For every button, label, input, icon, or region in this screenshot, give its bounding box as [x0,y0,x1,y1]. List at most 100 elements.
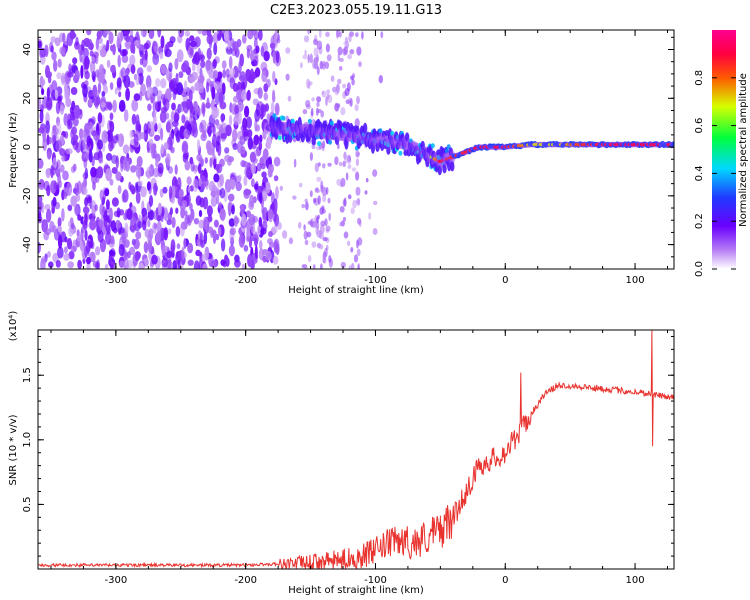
noise-blob [77,259,82,269]
noise-blob [68,63,72,73]
noise-blob [241,89,247,101]
noise-blob [267,208,274,220]
noise-blob [207,125,212,138]
noise-blob [228,244,235,257]
x-tick-label: -200 [234,275,257,286]
noise-blob [302,54,308,60]
noise-blob [350,207,356,215]
noise-blob [229,172,237,180]
noise-blob [380,31,384,39]
noise-blob [133,93,141,101]
noise-blob [70,87,78,95]
noise-blob [266,78,271,88]
noise-blob [169,36,176,44]
noise-blob [54,37,61,47]
signal-band [450,161,455,172]
noise-blob [49,84,53,94]
noise-blob [258,30,263,41]
x-tick-label: 0 [502,275,508,286]
noise-blob [344,155,350,163]
x-tick-label: -100 [364,275,387,286]
noise-blob [206,97,210,108]
noise-blob [358,61,362,67]
noise-blob [178,188,184,198]
noise-blob [307,53,310,64]
noise-blob [200,181,206,190]
noise-blob [223,30,229,42]
noise-blob [67,261,75,269]
noise-blob [38,40,42,48]
noise-blob [147,219,151,228]
noise-blob [255,45,260,54]
noise-blob [273,175,279,182]
noise-blob [70,165,76,173]
noise-blob [342,160,347,167]
noise-blob [184,160,191,171]
noise-blob [228,114,233,126]
noise-blob [73,104,81,119]
noise-blob [206,47,212,60]
noise-blob [232,128,238,142]
noise-blob [93,152,100,161]
noise-blob [160,127,164,141]
noise-blob [163,149,167,157]
noise-blob [246,236,250,243]
noise-blob [144,49,148,61]
noise-blob [212,124,216,137]
signal-cell [281,115,286,121]
noise-blob [356,46,362,56]
noise-blob [57,172,61,184]
noise-blob [124,158,131,172]
noise-blob [210,195,218,207]
noise-blob [244,105,250,118]
noise-blob [106,129,113,143]
noise-blob [287,95,292,102]
noise-blob [243,175,248,186]
noise-blob [355,199,361,205]
noise-blob [351,167,357,172]
noise-blob [254,245,258,259]
noise-blob [355,148,359,158]
noise-blob [303,224,306,231]
noise-blob [197,74,205,84]
noise-blob [202,129,206,137]
noise-blob [205,249,209,258]
noise-blob [257,224,262,236]
noise-blob [64,86,70,101]
spectrogram-x-axis-label: Height of straight line (km) [288,285,424,296]
noise-blob [161,245,166,256]
noise-blob [356,96,360,105]
noise-blob [157,202,162,216]
noise-blob [86,135,92,147]
noise-blob [272,89,276,101]
noise-blob [219,173,224,187]
noise-blob [372,228,378,235]
noise-blob [214,187,220,199]
noise-blob [176,82,184,96]
snr-x-ticks: -300 -200 -100 0 100 [50,330,669,586]
noise-blob [277,221,282,230]
noise-blob [300,62,303,69]
noise-blob [71,126,78,136]
colorbar-tick-label: 0.4 [694,165,705,181]
noise-blob [150,96,154,104]
noise-blob [325,186,329,195]
noise-blob [356,248,361,257]
noise-blob [347,54,352,60]
signal-band [671,141,674,147]
noise-blob [157,30,162,38]
noise-blob [343,197,347,207]
noise-blob [177,258,181,269]
noise-blob [112,43,116,56]
noise-blob [197,47,201,59]
noise-blob [220,259,226,266]
noise-blob [138,123,142,133]
noise-blob [176,49,184,63]
noise-blob [252,215,259,223]
noise-blob [316,96,322,103]
noise-blob [216,163,223,174]
noise-blob [221,60,227,70]
noise-blob [229,68,236,77]
noise-blob [198,209,203,218]
noise-blob [305,99,311,108]
